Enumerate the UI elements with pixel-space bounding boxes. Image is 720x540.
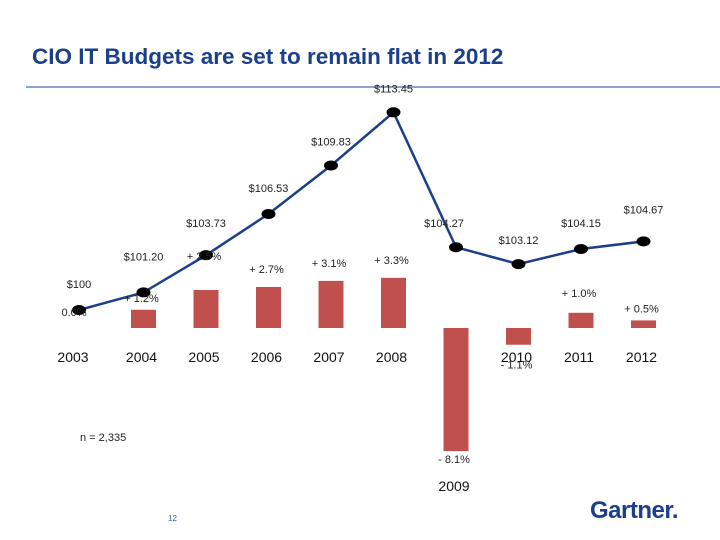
line-label-2004: $101.20 — [124, 251, 164, 263]
line-label-2009: $104.27 — [424, 218, 464, 230]
bar-label-2009: - 8.1% — [438, 454, 470, 466]
bar-2005 — [193, 290, 219, 328]
bar-label-2006: + 2.7% — [249, 264, 284, 276]
line-point-2009 — [449, 242, 463, 253]
page-number: 12 — [168, 514, 177, 523]
bar-2011 — [568, 312, 594, 328]
year-label-2008: 2008 — [376, 349, 407, 365]
year-label-2006: 2006 — [251, 349, 282, 365]
sample-size-note: n = 2,335 — [80, 432, 127, 444]
line-point-2005 — [199, 250, 213, 261]
bar-label-2007: + 3.1% — [312, 258, 347, 270]
bar-label-2012: + 0.5% — [624, 303, 659, 315]
bar-2012 — [631, 320, 656, 328]
year-label-2011: 2011 — [564, 349, 594, 365]
line-label-2005: $103.73 — [186, 218, 226, 230]
bar-label-2011: + 1.0% — [562, 288, 597, 300]
line-point-2012 — [636, 236, 651, 247]
year-label-2007: 2007 — [313, 349, 344, 365]
page-title: CIO IT Budgets are set to remain flat in… — [32, 44, 504, 69]
gartner-logo: Gartner. — [590, 497, 679, 524]
year-label-2009: 2009 — [438, 478, 469, 494]
line-label-2006: $106.53 — [249, 183, 289, 195]
bar-2007 — [318, 280, 344, 328]
year-label-2010: 2010 — [501, 349, 532, 365]
line-point-2011 — [574, 243, 588, 254]
line-point-2004 — [136, 287, 151, 298]
line-label-2012: $104.67 — [624, 204, 664, 216]
bar-label-2004: + 1.2% — [124, 293, 159, 305]
year-label-2012: 2012 — [626, 349, 657, 365]
line-point-2010 — [511, 259, 526, 270]
title-divider — [26, 86, 720, 88]
line-point-2007 — [324, 160, 338, 171]
bar-2010 — [506, 328, 531, 345]
bar-2009 — [443, 328, 469, 452]
line-label-2008: $113.45 — [374, 83, 413, 95]
bar-2004 — [131, 309, 156, 328]
budget-line — [78, 110, 644, 312]
year-label-2003: 2003 — [57, 349, 88, 365]
year-label-2004: 2004 — [126, 349, 157, 365]
bar-label-2010: - 1.1% — [501, 360, 533, 372]
line-label-2003: $100 — [67, 279, 91, 291]
line-point-2003 — [72, 305, 86, 315]
line-point-2006 — [261, 209, 276, 220]
line-label-2011: $104.15 — [561, 218, 601, 230]
line-point-2008 — [386, 107, 401, 118]
line-label-2010: $103.12 — [499, 235, 539, 247]
line-label-2007: $109.83 — [311, 136, 351, 148]
bar-label-2003: 0.0% — [61, 307, 86, 319]
year-label-2005: 2005 — [188, 349, 219, 365]
bar-2008 — [381, 277, 406, 328]
bar-label-2005: + 2.5% — [187, 251, 222, 263]
bar-label-2008: + 3.3% — [374, 255, 409, 267]
bar-2006 — [256, 286, 281, 328]
